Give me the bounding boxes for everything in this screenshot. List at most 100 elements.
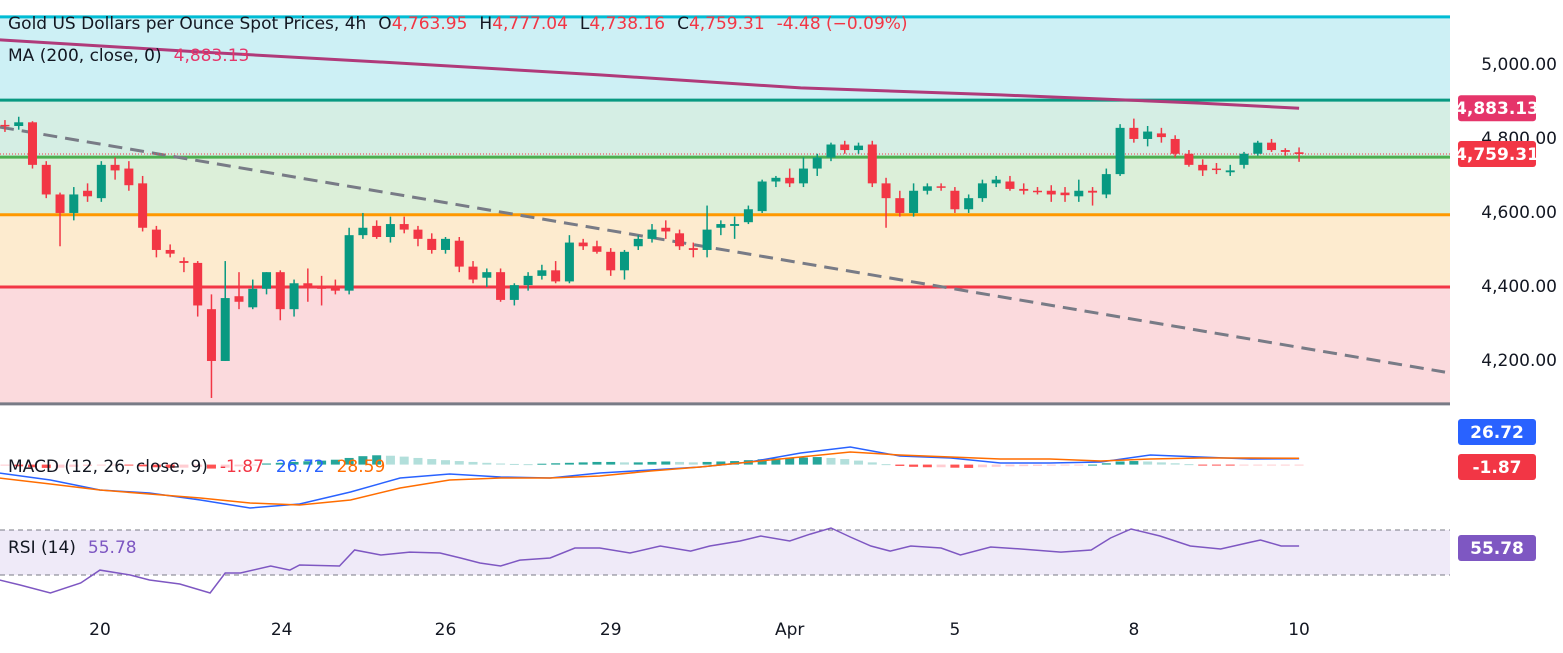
- candle-body: [743, 209, 753, 223]
- candle-body: [179, 261, 189, 263]
- candle-body: [399, 224, 409, 230]
- candle-body: [1184, 153, 1194, 165]
- macd-histogram-bar: [69, 464, 79, 467]
- candle-body: [633, 238, 643, 247]
- price-badge: [1458, 141, 1536, 168]
- candle-body: [151, 229, 161, 250]
- macd-histogram-bar: [220, 464, 230, 468]
- candle-body: [1267, 142, 1277, 151]
- macd-histogram-bar: [399, 456, 409, 465]
- candle-body: [441, 238, 451, 250]
- macd-histogram-bar: [798, 457, 808, 465]
- macd-histogram-bar: [83, 464, 93, 466]
- macd-histogram-bar: [1032, 464, 1042, 466]
- candle-body: [289, 283, 299, 310]
- candle-body: [771, 177, 781, 182]
- macd-histogram-bar: [41, 464, 51, 468]
- macd-histogram-bar: [1143, 461, 1153, 465]
- signal-line: [0, 451, 1300, 506]
- legend-text: Gold US Dollars per Ounce Spot Prices, 4…: [8, 14, 366, 34]
- pane-legend: MACD (12, 26, close, 9) -1.87 26.72 28.59: [8, 457, 385, 477]
- macd-histogram-bar: [14, 464, 24, 467]
- macd-histogram-bar: [96, 464, 106, 466]
- candle-body: [1156, 133, 1166, 138]
- macd-histogram-bar: [110, 464, 120, 466]
- pane-legend: Gold US Dollars per Ounce Spot Prices, 4…: [8, 14, 908, 34]
- macd-histogram-bar: [578, 462, 588, 465]
- macd-histogram-bar: [179, 464, 189, 468]
- candle-body: [688, 248, 698, 250]
- candle-body: [55, 194, 65, 213]
- candle-body: [1143, 131, 1153, 139]
- legend-text: MACD (12, 26, close, 9): [8, 457, 208, 477]
- candle-body: [220, 298, 230, 361]
- candle-body: [1046, 190, 1056, 195]
- macd-line: [0, 446, 1300, 509]
- macd-histogram-bar: [1156, 462, 1166, 465]
- macd-histogram-bar: [1267, 464, 1277, 466]
- macd-histogram-bar: [647, 461, 657, 465]
- macd-histogram-bar: [977, 464, 987, 468]
- macd-histogram-bar: [702, 461, 712, 465]
- price-badge-label: 4,883.13: [1455, 99, 1539, 119]
- macd-histogram-bar: [950, 464, 960, 468]
- candle-body: [165, 249, 175, 254]
- macd-histogram-bar: [854, 460, 864, 465]
- macd-histogram-bar: [688, 462, 698, 465]
- macd-histogram-bar: [1211, 464, 1221, 466]
- candle-body: [826, 144, 836, 158]
- candle-body: [206, 309, 216, 361]
- macd-histogram-bar: [151, 464, 161, 468]
- x-tick-label: 24: [271, 620, 293, 640]
- price-badge-label: 26.72: [1470, 423, 1524, 443]
- candle-body: [812, 157, 822, 169]
- macd-histogram-bar: [537, 463, 547, 465]
- legend-text: 4,777.04: [492, 14, 568, 34]
- candle-body: [1294, 152, 1304, 155]
- macd-histogram-bar: [1101, 463, 1111, 465]
- macd-histogram-bar: [55, 464, 65, 468]
- candle-body: [385, 224, 395, 238]
- candle-body: [936, 186, 946, 188]
- macd-histogram-bar: [1129, 461, 1139, 465]
- y-tick-label: 4,600.00: [1481, 203, 1557, 223]
- macd-histogram-bar: [344, 457, 354, 465]
- candle-body: [27, 122, 37, 165]
- candle-body: [1019, 188, 1029, 191]
- candle-body: [909, 190, 919, 213]
- candle-body: [83, 190, 93, 197]
- macd-histogram-bar: [427, 459, 437, 465]
- macd-histogram-bar: [358, 456, 368, 465]
- macd-histogram-bar: [509, 463, 519, 465]
- candle-body: [1115, 127, 1125, 175]
- x-tick-label: 10: [1288, 620, 1310, 640]
- candle-body: [1060, 192, 1070, 196]
- macd-histogram-bar: [757, 459, 767, 465]
- macd-histogram-bar: [633, 462, 643, 465]
- macd-histogram-bar: [895, 464, 905, 466]
- macd-histogram-bar: [1225, 464, 1235, 466]
- macd-histogram-bar: [1280, 464, 1290, 466]
- candle-body: [358, 227, 368, 236]
- candle-body: [496, 272, 506, 300]
- candle-body: [234, 296, 244, 302]
- macd-histogram-bar: [138, 464, 148, 467]
- macd-histogram-bar: [330, 459, 340, 465]
- ma-line: [0, 38, 1300, 110]
- candle-body: [69, 194, 79, 213]
- legend-text: H: [479, 14, 492, 34]
- macd-histogram-bar: [206, 464, 216, 469]
- legend-text: O: [378, 14, 391, 34]
- candle-body: [854, 145, 864, 151]
- macd-histogram-bar: [165, 464, 175, 468]
- macd-histogram-bar: [675, 461, 685, 465]
- legend-text: MA (200, close, 0): [8, 46, 162, 66]
- candle-body: [895, 198, 905, 213]
- macd-histogram-bar: [826, 457, 836, 465]
- candle-body: [468, 266, 478, 280]
- y-tick-label: 4,400.00: [1481, 277, 1557, 297]
- candle-body: [867, 144, 877, 184]
- candle-body: [248, 288, 258, 308]
